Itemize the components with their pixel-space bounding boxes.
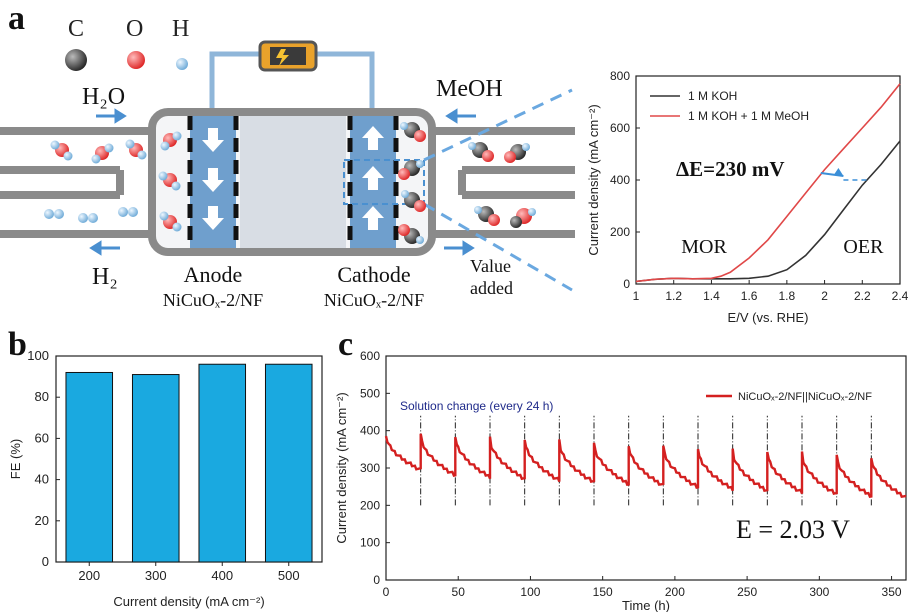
x-tick-label: 150 [593, 585, 613, 599]
panel-label-a: a [8, 0, 25, 37]
carbon-atom-icon [65, 49, 87, 71]
x-tick-label: 400 [211, 568, 233, 583]
left-pipes [0, 127, 152, 238]
bar-400 [198, 363, 247, 563]
power-source-icon [258, 40, 318, 72]
x-tick-label: 1.6 [741, 289, 758, 303]
y-tick-label: 400 [360, 424, 380, 438]
y-tick-label: 400 [610, 173, 630, 187]
y-tick-label: 500 [360, 386, 380, 400]
cathode-material: NiCuOₓ-2/NF [324, 290, 424, 310]
y-tick-label: 600 [610, 121, 630, 135]
x-tick-label: 350 [882, 585, 902, 599]
electrolyzer-schematic: C O H [0, 16, 575, 310]
inlet-right-label: MeOH [436, 76, 503, 102]
y-axis-label: Current density (mA cm⁻²) [586, 104, 601, 255]
delta-e-arrow [820, 172, 844, 177]
y-tick-label: 200 [360, 498, 380, 512]
x-tick-label: 1.4 [703, 289, 720, 303]
anode-material: NiCuOₓ-2/NF [163, 290, 263, 310]
y-tick-label: 100 [360, 536, 380, 550]
atom-label-h: H [172, 16, 189, 42]
outlet-left-label: H₂ [92, 264, 118, 290]
y-tick-label: 40 [35, 472, 49, 487]
y-tick-label: 100 [27, 350, 49, 363]
value-added-line2: added [470, 278, 513, 298]
stability-chart: 0 50 100 150 200 250 300 350 0 100 200 300 400 500 600… [334, 349, 907, 612]
x-tick-label: 2 [821, 289, 828, 303]
hydrogen-molecules [44, 207, 138, 223]
x-axis-label: Time (h) [622, 598, 670, 612]
y-tick-label: 200 [610, 225, 630, 239]
y-axis-label: FE (%) [8, 439, 23, 479]
x-tick-label: 1 [633, 289, 640, 303]
atom-label-o: O [126, 16, 143, 42]
legend-label-1: 1 M KOH [688, 89, 737, 103]
x-tick-label: 300 [145, 568, 167, 583]
delta-e-annotation: ΔE=230 mV [676, 157, 785, 181]
x-tick-label: 1.2 [665, 289, 682, 303]
y-axis-label: Current density (mA cm⁻²) [334, 392, 349, 543]
y-tick-label: 0 [373, 573, 380, 587]
bar-200 [65, 371, 114, 563]
bar-500 [264, 363, 313, 563]
x-tick-label: 2.2 [854, 289, 871, 303]
methanol-molecules [398, 122, 536, 244]
oxygen-atom-icon [127, 51, 145, 69]
y-tick-label: 80 [35, 389, 49, 404]
x-tick-label: 1.8 [779, 289, 796, 303]
plot-frame [385, 355, 907, 581]
value-added-line1: Value [470, 256, 511, 276]
x-axis-label: Current density (mA cm⁻²) [113, 594, 264, 609]
y-tick-label: 20 [35, 513, 49, 528]
solution-change-note: Solution change (every 24 h) [400, 399, 553, 413]
panel-label-c: c [338, 326, 354, 363]
bar-300 [131, 374, 180, 563]
y-tick-label: 0 [623, 277, 630, 291]
x-tick-label: 100 [520, 585, 540, 599]
cathode-label: Cathode [337, 262, 410, 287]
fe-bar-chart: 0 20 40 60 80 100 200 300 400 500 Current density … [8, 350, 323, 609]
plot-frame [55, 355, 323, 563]
x-tick-label: 500 [278, 568, 300, 583]
mor-annotation: MOR [681, 236, 727, 258]
oer-annotation: OER [843, 236, 884, 258]
anode-label: Anode [184, 262, 243, 287]
y-tick-label: 60 [35, 430, 49, 445]
cathode-up-arrows [362, 126, 384, 230]
legend-label: NiCuOₓ-2/NF||NiCuOₓ-2/NF [738, 391, 872, 403]
legend-label-2: 1 M KOH + 1 M MeOH [688, 109, 809, 123]
x-tick-label: 300 [809, 585, 829, 599]
anode-down-arrows [202, 128, 224, 230]
x-tick-label: 200 [665, 585, 685, 599]
x-tick-label: 50 [452, 585, 466, 599]
voltage-note: E = 2.03 V [736, 515, 850, 544]
water-molecules [50, 131, 182, 232]
hydrogen-atom-icon [176, 58, 188, 70]
flow-arrows [89, 108, 476, 256]
x-tick-label: 200 [78, 568, 100, 583]
y-tick-label: 300 [360, 461, 380, 475]
panel-label-b: b [8, 326, 27, 363]
delta-e-arrowhead [834, 168, 844, 176]
zoom-box [343, 159, 425, 205]
x-tick-label: 0 [383, 585, 390, 599]
x-tick-label: 250 [737, 585, 757, 599]
atom-label-c: C [68, 16, 84, 42]
atom-legend: C O H [65, 16, 189, 71]
y-tick-label: 0 [42, 554, 49, 569]
membrane [240, 116, 346, 248]
series-line-2 [635, 83, 901, 283]
lsv-chart: 1 1.2 1.4 1.6 1.8 2 2.2 2.4 0 200 400 600 800 E/V (vs… [586, 69, 909, 325]
stability-series-line [384, 433, 907, 499]
x-axis-label: E/V (vs. RHE) [728, 310, 809, 325]
x-tick-label: 2.4 [892, 289, 909, 303]
right-pipes [432, 127, 575, 238]
y-tick-label: 800 [610, 69, 630, 83]
inlet-left-label: H₂O [82, 84, 125, 110]
y-tick-label: 600 [360, 349, 380, 363]
